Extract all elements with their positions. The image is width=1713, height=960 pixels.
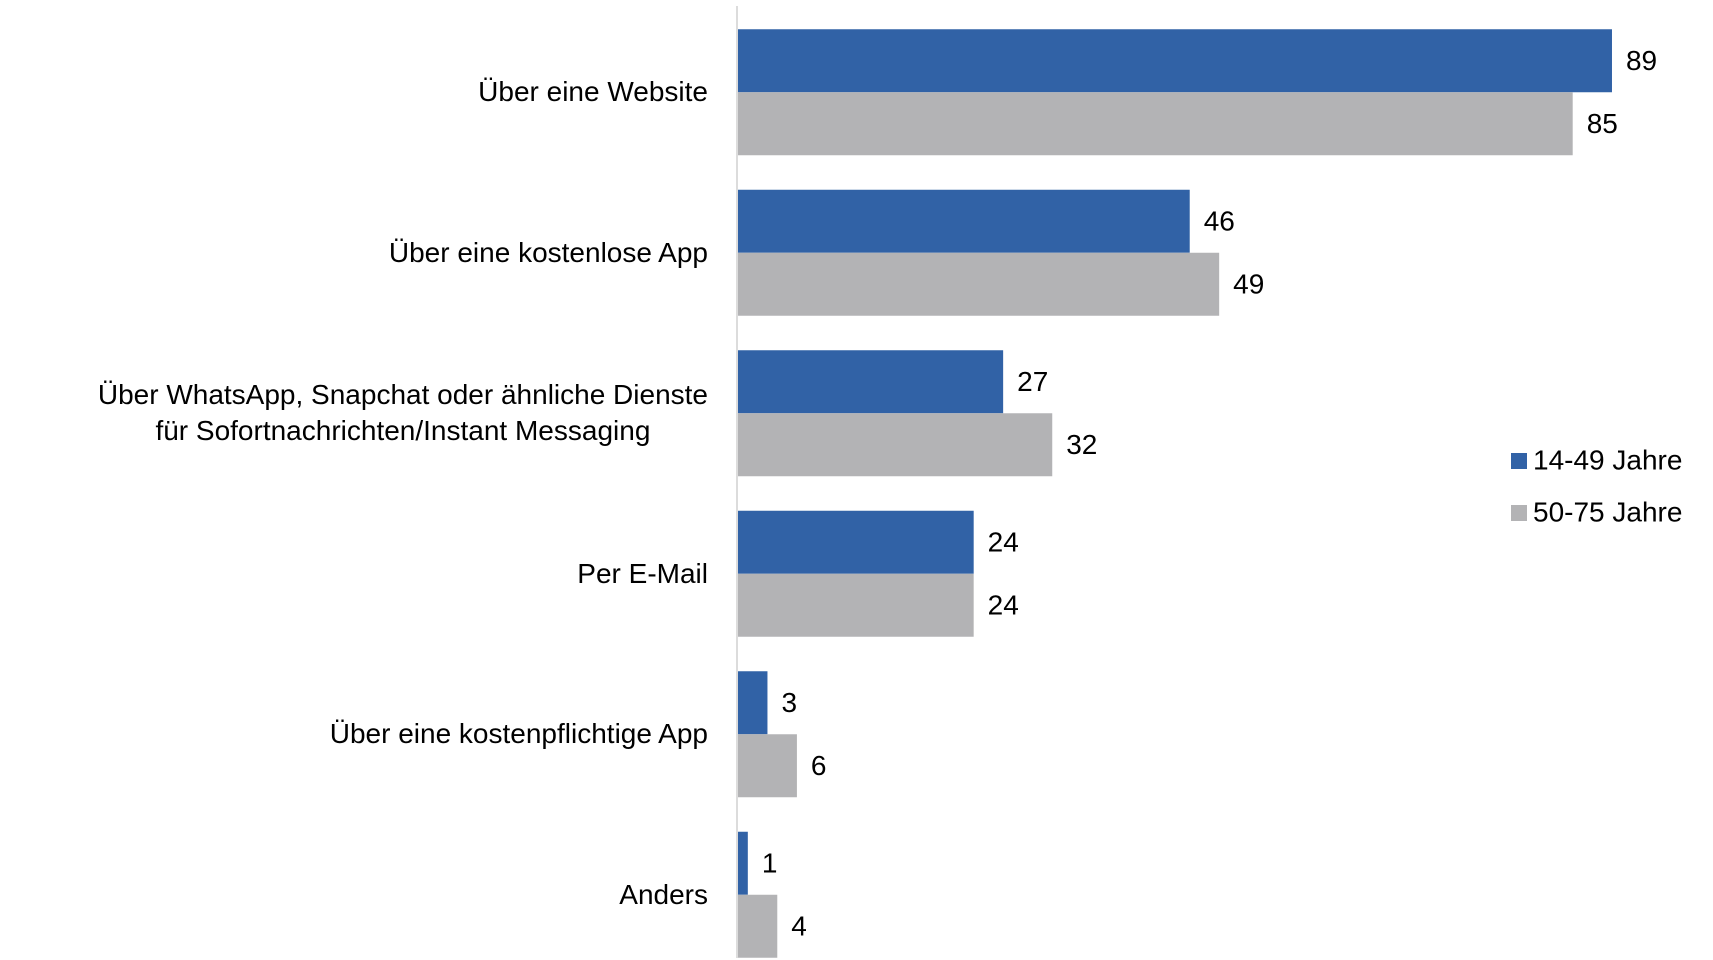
value-label: 4 <box>791 911 807 942</box>
bar <box>738 413 1053 477</box>
category-label: Über WhatsApp, Snapchat oder ähnliche Di… <box>97 379 708 447</box>
legend-swatch <box>1511 453 1527 469</box>
category-label: Über eine kostenpflichtige App <box>329 718 708 750</box>
value-label: 6 <box>811 750 827 781</box>
value-label: 89 <box>1626 45 1657 76</box>
bar <box>738 252 1220 316</box>
legend-label: 14-49 Jahre <box>1533 444 1682 475</box>
bar <box>738 894 778 958</box>
value-label: 24 <box>988 527 1019 558</box>
bar <box>738 831 748 895</box>
bar <box>738 189 1190 253</box>
value-label: 27 <box>1017 366 1048 397</box>
bar <box>738 734 797 798</box>
value-label: 24 <box>988 590 1019 621</box>
legend-swatch <box>1511 505 1527 521</box>
bar <box>738 350 1004 414</box>
category-label: Über eine Website <box>478 76 708 108</box>
bar <box>738 92 1573 156</box>
category-label: Anders <box>619 878 708 910</box>
value-label: 3 <box>781 687 797 718</box>
bar <box>738 29 1612 93</box>
bar <box>738 573 974 637</box>
value-label: 32 <box>1066 429 1097 460</box>
bar <box>738 510 974 574</box>
value-label: 1 <box>762 848 778 879</box>
bar <box>738 671 768 735</box>
value-label: 85 <box>1587 108 1618 139</box>
value-label: 49 <box>1233 269 1264 300</box>
category-label: Über eine kostenlose App <box>388 236 708 268</box>
category-label: Per E-Mail <box>577 557 708 589</box>
legend-label: 50-75 Jahre <box>1533 496 1682 527</box>
value-label: 46 <box>1204 206 1235 237</box>
